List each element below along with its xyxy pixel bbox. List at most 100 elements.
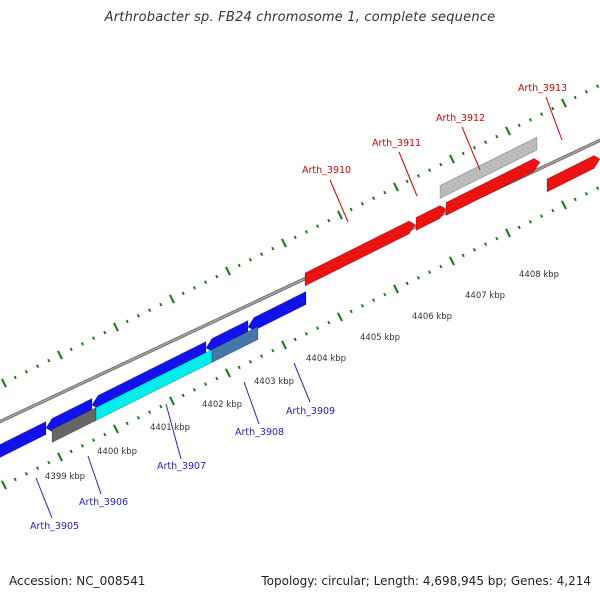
gene-arrow-arth-3905b bbox=[46, 398, 92, 432]
lower-tick bbox=[293, 337, 297, 342]
upper-tick bbox=[92, 336, 96, 341]
upper-tick bbox=[439, 162, 443, 167]
gene-arrow-arth-3909a bbox=[206, 320, 248, 352]
upper-tick bbox=[225, 266, 231, 276]
upper-tick bbox=[360, 201, 364, 206]
upper-tick bbox=[495, 134, 499, 139]
gene-arrow-arth-3909-outline bbox=[247, 290, 307, 331]
gene-label: Arth_3909 bbox=[286, 406, 335, 417]
upper-tick bbox=[125, 319, 129, 324]
lower-tick bbox=[517, 225, 521, 230]
lower-tick bbox=[57, 452, 63, 462]
gene-arrow-arth-3911 bbox=[416, 205, 446, 231]
lower-tick bbox=[47, 460, 51, 465]
lower-tick bbox=[439, 264, 443, 269]
gene-arrow-arth-3910 bbox=[305, 221, 415, 286]
gene-arrow-arth-3911-outline bbox=[415, 205, 447, 232]
upper-tick bbox=[159, 302, 163, 307]
upper-tick bbox=[248, 257, 252, 262]
upper-tick bbox=[528, 117, 532, 122]
scale-label: 4405 kbp bbox=[360, 333, 400, 343]
lower-tick bbox=[360, 303, 364, 308]
gene-arrow-arth-3911b bbox=[446, 158, 540, 216]
lower-tick bbox=[80, 443, 84, 448]
lower-tick bbox=[281, 340, 287, 350]
upper-tick bbox=[80, 341, 84, 346]
lower-tick bbox=[461, 253, 465, 258]
lower-tick bbox=[484, 242, 488, 247]
lower-tick bbox=[428, 270, 432, 275]
lower-tick bbox=[472, 247, 476, 252]
upper-tick bbox=[271, 246, 275, 251]
upper-tick bbox=[337, 210, 343, 220]
gene-label: Arth_3911 bbox=[372, 138, 421, 149]
lower-tick bbox=[260, 354, 264, 359]
lower-tick bbox=[528, 219, 532, 224]
scale-label: 4400 kbp bbox=[97, 447, 137, 457]
upper-tick bbox=[449, 154, 455, 164]
leader-line bbox=[545, 96, 563, 141]
leader-line bbox=[243, 381, 260, 425]
upper-tick bbox=[561, 98, 567, 108]
upper-tick bbox=[57, 350, 63, 360]
gene-label: Arth_3910 bbox=[302, 165, 351, 176]
upper-tick bbox=[461, 151, 465, 156]
lower-tick bbox=[416, 275, 420, 280]
lower-tick bbox=[69, 449, 73, 454]
lower-tick bbox=[405, 281, 409, 286]
upper-tick bbox=[584, 89, 588, 94]
lower-tick bbox=[92, 438, 96, 443]
leader-line bbox=[329, 179, 349, 223]
lower-tick bbox=[24, 471, 28, 476]
lower-tick bbox=[449, 256, 455, 266]
labels: 4399 kbp 4400 kbp 4401 kbp 4402 kbp 4403 kbp… bbox=[30, 83, 567, 532]
upper-tick bbox=[204, 280, 208, 285]
scale-label: 4406 kbp bbox=[412, 312, 452, 322]
leader-line bbox=[461, 126, 481, 171]
upper-tick bbox=[192, 285, 196, 290]
gene-label: Arth_3912 bbox=[436, 113, 485, 124]
gene-label: Arth_3906 bbox=[79, 497, 128, 508]
upper-tick bbox=[237, 263, 241, 268]
upper-tick bbox=[484, 140, 488, 145]
lower-tick bbox=[316, 326, 320, 331]
upper-tick bbox=[260, 252, 264, 257]
upper-tick bbox=[24, 369, 28, 374]
lower-tick bbox=[103, 432, 107, 437]
lower-tick bbox=[148, 410, 152, 415]
lower-tick bbox=[584, 191, 588, 196]
upper-tick bbox=[113, 322, 119, 332]
lower-tick bbox=[181, 393, 185, 398]
upper-tick bbox=[405, 179, 409, 184]
upper-tick bbox=[103, 330, 107, 335]
lower-tick bbox=[573, 197, 577, 202]
gene-arrow-arth-3910-outline bbox=[304, 220, 416, 287]
upper-tick bbox=[316, 224, 320, 229]
upper-tick bbox=[551, 106, 555, 111]
upper-tick bbox=[181, 291, 185, 296]
upper-tick bbox=[293, 235, 297, 240]
lower-tick bbox=[169, 396, 175, 406]
lower-tick bbox=[159, 404, 163, 409]
gene-label: Arth_3907 bbox=[157, 461, 206, 472]
lower-tick bbox=[271, 348, 275, 353]
upper-tick bbox=[13, 375, 17, 380]
upper-tick bbox=[540, 112, 544, 117]
upper-tick bbox=[69, 347, 73, 352]
scale-label: 4407 kbp bbox=[465, 291, 505, 301]
upper-tick bbox=[372, 196, 376, 201]
gene-arrow-arth-3912-outline bbox=[439, 136, 538, 200]
leader-line bbox=[293, 362, 311, 403]
lower-tick bbox=[192, 387, 196, 392]
upper-tick bbox=[472, 145, 476, 150]
lower-tick bbox=[248, 359, 252, 364]
upper-tick bbox=[517, 123, 521, 128]
upper-tick bbox=[505, 126, 511, 136]
lower-tick bbox=[36, 466, 40, 471]
map-title: Arthrobacter sp. FB24 chromosome 1, comp… bbox=[104, 10, 496, 25]
topology-summary: Topology: circular; Length: 4,698,945 bp… bbox=[261, 574, 591, 588]
leader-line bbox=[398, 151, 418, 197]
upper-tick bbox=[428, 168, 432, 173]
lower-tick bbox=[495, 236, 499, 241]
